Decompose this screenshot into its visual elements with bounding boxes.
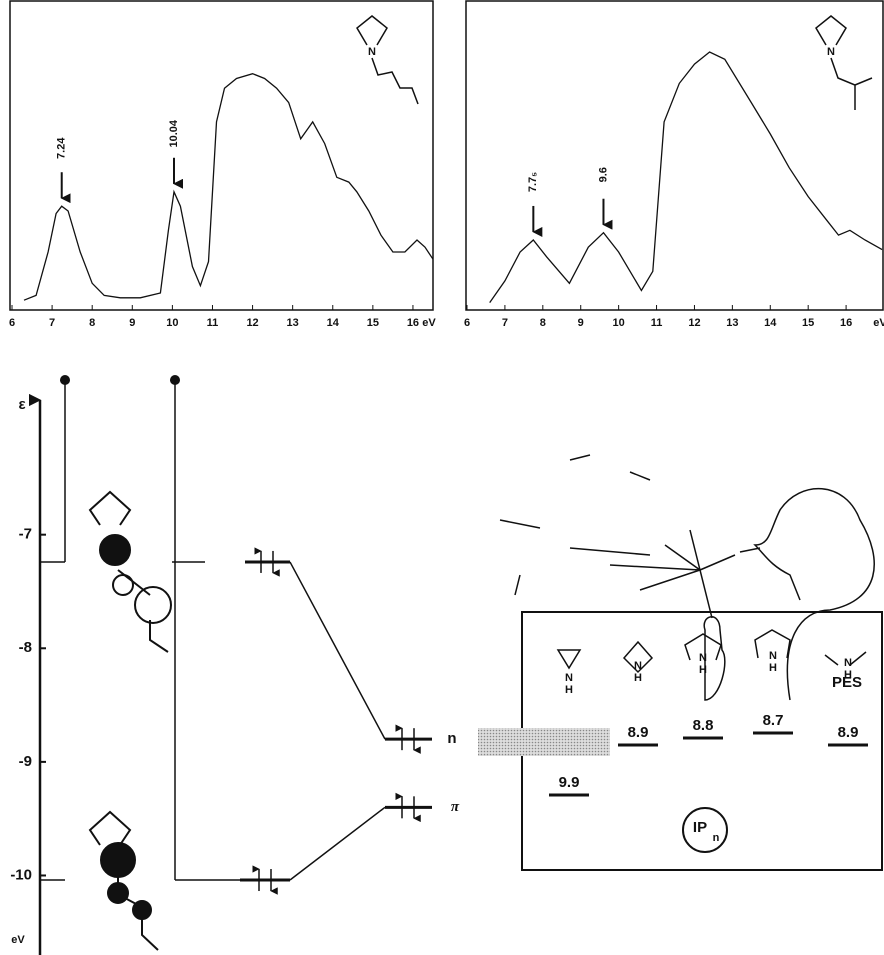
ip-value: 8.8 xyxy=(693,717,714,734)
level-label: π xyxy=(451,799,460,815)
amine-atom: N xyxy=(769,650,777,662)
x-tick-label: 13 xyxy=(726,317,738,329)
amine-h: H xyxy=(844,669,852,681)
x-tick-label: 9 xyxy=(578,317,584,329)
molecule xyxy=(356,15,873,110)
legend-label: IP xyxy=(693,819,707,836)
panel xyxy=(9,0,434,311)
ip-value: 8.7 xyxy=(763,712,784,729)
x-tick-label: 16 xyxy=(840,317,852,329)
peak-label: 9.6 xyxy=(597,167,609,182)
amine-atom: N xyxy=(634,660,642,672)
x-tick-label: 6 xyxy=(464,317,470,329)
orbital-sketch xyxy=(88,490,172,951)
amine-atom: N xyxy=(844,657,852,669)
amine-h: H xyxy=(699,664,707,676)
y-tick-label: -8 xyxy=(19,639,32,656)
x-tick-label: 12 xyxy=(246,317,258,329)
x-unit: eV xyxy=(873,317,884,329)
illustration xyxy=(499,454,875,701)
ip-value: 8.9 xyxy=(628,724,649,741)
peak-label: 10.04 xyxy=(168,119,180,147)
correlation xyxy=(289,561,386,740)
spectrum xyxy=(23,73,434,301)
x-tick-label: 15 xyxy=(802,317,814,329)
x-tick-label: 9 xyxy=(129,317,135,329)
atom-label: N xyxy=(827,46,835,58)
x-tick-label: 12 xyxy=(688,317,700,329)
amine-h: H xyxy=(565,684,573,696)
level-label: n xyxy=(447,730,456,747)
x-tick-label: 10 xyxy=(613,317,625,329)
y-unit: eV xyxy=(11,934,25,946)
peak-label: 7.24 xyxy=(56,137,68,159)
amine-sketches xyxy=(556,629,867,674)
inset-caption: PES xyxy=(832,674,862,691)
x-unit: eV xyxy=(422,317,436,329)
x-tick-label: 6 xyxy=(9,317,15,329)
x-tick-label: 7 xyxy=(49,317,55,329)
x-tick-label: 13 xyxy=(287,317,299,329)
correlation xyxy=(289,806,386,881)
y-tick-label: -10 xyxy=(10,866,32,883)
amine-h: H xyxy=(769,662,777,674)
x-tick-label: 7 xyxy=(502,317,508,329)
x-tick-label: 8 xyxy=(540,317,546,329)
peak-label: 7.7₅ xyxy=(527,172,539,192)
ip-value: 8.9 xyxy=(838,724,859,741)
spectrum xyxy=(489,51,883,303)
x-tick-label: 8 xyxy=(89,317,95,329)
x-tick-label: 11 xyxy=(651,317,663,329)
amine-atom: N xyxy=(699,652,707,664)
legend-circle xyxy=(682,807,728,853)
shaded-band xyxy=(478,728,610,756)
amine-atom: N xyxy=(565,672,573,684)
x-tick-label: 15 xyxy=(367,317,379,329)
y-tick-label: -9 xyxy=(19,753,32,770)
x-tick-label: 14 xyxy=(327,317,340,329)
legend-sub: n xyxy=(713,832,720,844)
x-tick-label: 14 xyxy=(764,317,777,329)
y-axis-label: ε xyxy=(18,396,25,413)
atom-label: N xyxy=(368,46,376,58)
ip-value: 9.9 xyxy=(559,774,580,791)
y-tick-label: -7 xyxy=(19,526,32,543)
x-tick-label: 10 xyxy=(166,317,178,329)
x-tick-label: 16 xyxy=(407,317,419,329)
panel xyxy=(465,0,884,311)
x-tick-label: 11 xyxy=(207,317,219,329)
amine-h: H xyxy=(634,672,642,684)
